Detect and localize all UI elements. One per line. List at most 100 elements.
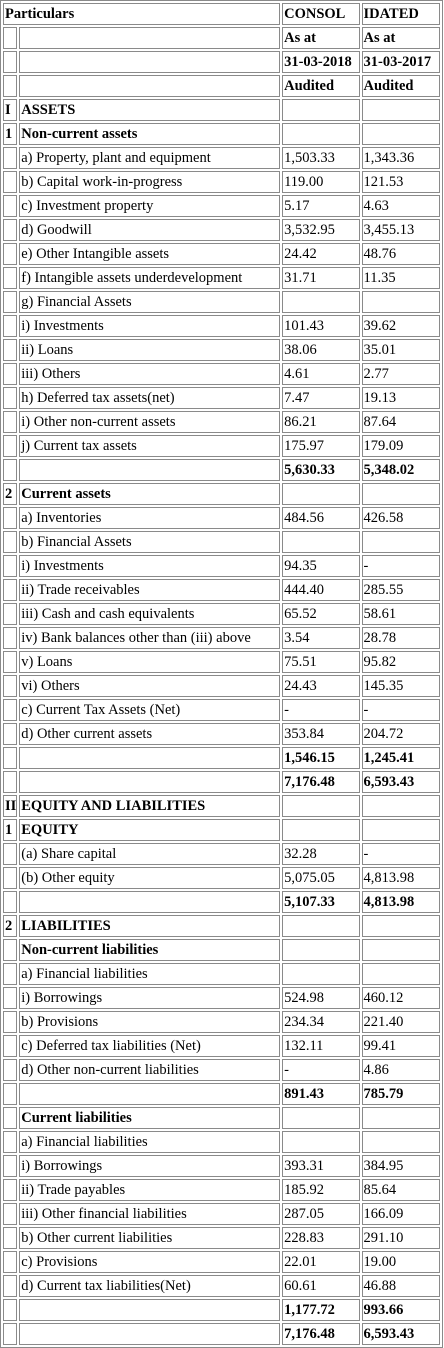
value-2018: 7.47 xyxy=(282,387,360,409)
row-index: 1 xyxy=(3,819,18,841)
value-2018: 4.61 xyxy=(282,363,360,385)
row-label: vi) Others xyxy=(19,675,281,697)
row-index xyxy=(3,747,18,769)
row-index xyxy=(3,339,18,361)
table-row: 1 Non-current assets xyxy=(3,123,440,145)
table-row: c) Deferred tax liabilities (Net) 132.11 9… xyxy=(3,1035,440,1057)
value-2018: - xyxy=(282,699,360,721)
row-index xyxy=(3,1323,18,1345)
audited-label-2018: Audited xyxy=(282,75,360,97)
value-2018: 31.71 xyxy=(282,267,360,289)
value-2018: 101.43 xyxy=(282,315,360,337)
row-index xyxy=(3,603,18,625)
row-index xyxy=(3,867,18,889)
row-index xyxy=(3,315,18,337)
value-2017 xyxy=(361,531,440,553)
row-label: iii) Cash and cash equivalents xyxy=(19,603,281,625)
value-2017: 166.09 xyxy=(361,1203,440,1225)
table-row: 5,630.33 5,348.02 xyxy=(3,459,440,481)
row-label: a) Property, plant and equipment xyxy=(19,147,281,169)
value-2017 xyxy=(361,915,440,937)
table-row: d) Other current assets 353.84 204.72 xyxy=(3,723,440,745)
value-2018: 60.61 xyxy=(282,1275,360,1297)
table-row: ii) Trade receivables 444.40 285.55 xyxy=(3,579,440,601)
row-index xyxy=(3,171,18,193)
table-row: (a) Share capital 32.28- xyxy=(3,843,440,865)
row-index: I xyxy=(3,99,18,121)
value-2017 xyxy=(361,99,440,121)
value-2018: 1,546.15 xyxy=(282,747,360,769)
row-label xyxy=(19,459,281,481)
table-row: g) Financial Assets xyxy=(3,291,440,313)
value-2018 xyxy=(282,1131,360,1153)
table-row: f) Intangible assets underdevelopment 31.… xyxy=(3,267,440,289)
row-index xyxy=(3,1275,18,1297)
value-2018: 891.43 xyxy=(282,1083,360,1105)
row-index xyxy=(3,1179,18,1201)
table-row: h) Deferred tax assets(net) 7.47 19.13 xyxy=(3,387,440,409)
table-row: I ASSETS xyxy=(3,99,440,121)
table-row: a) Property, plant and equipment 1,503.33… xyxy=(3,147,440,169)
value-2018: 228.83 xyxy=(282,1227,360,1249)
row-label: ASSETS xyxy=(19,99,281,121)
table-row: 7,176.48 6,593.43 xyxy=(3,771,440,793)
header-row-title: Particulars CONSOL IDATED xyxy=(3,3,440,25)
row-label xyxy=(19,1323,281,1345)
row-label: (b) Other equity xyxy=(19,867,281,889)
row-label: ii) Trade payables xyxy=(19,1179,281,1201)
value-2017 xyxy=(361,963,440,985)
value-2018 xyxy=(282,963,360,985)
row-label: i) Other non-current assets xyxy=(19,411,281,433)
row-label: i) Investments xyxy=(19,315,281,337)
row-index xyxy=(3,1083,18,1105)
table-row: c) Current Tax Assets (Net) - - xyxy=(3,699,440,721)
value-2017: 99.41 xyxy=(361,1035,440,1057)
table-row: j) Current tax assets 175.97 179.09 xyxy=(3,435,440,457)
row-index xyxy=(3,387,18,409)
value-2017: 5,348.02 xyxy=(361,459,440,481)
value-2018: - xyxy=(282,1059,360,1081)
row-index xyxy=(3,675,18,697)
value-2018 xyxy=(282,915,360,937)
row-label xyxy=(19,891,281,913)
value-2018: 24.43 xyxy=(282,675,360,697)
row-index xyxy=(3,1011,18,1033)
value-2017: 6,593.43 xyxy=(361,1323,440,1345)
row-label: EQUITY xyxy=(19,819,281,841)
value-2017: 11.35 xyxy=(361,267,440,289)
value-2017: 145.35 xyxy=(361,675,440,697)
row-index xyxy=(3,987,18,1009)
table-row: Current liabilities xyxy=(3,1107,440,1129)
row-index: 1 xyxy=(3,123,18,145)
table-row: b) Provisions 234.34 221.40 xyxy=(3,1011,440,1033)
value-2018 xyxy=(282,123,360,145)
value-2018: 119.00 xyxy=(282,171,360,193)
row-label: d) Goodwill xyxy=(19,219,281,241)
row-label: b) Financial Assets xyxy=(19,531,281,553)
date-2018: 31-03-2018 xyxy=(282,51,360,73)
table-row: iii) Others 4.61 2.77 xyxy=(3,363,440,385)
value-2018 xyxy=(282,819,360,841)
row-index xyxy=(3,411,18,433)
table-row: Non-current liabilities xyxy=(3,939,440,961)
table-row: d) Other non-current liabilities -4.86 xyxy=(3,1059,440,1081)
value-2017: 6,593.43 xyxy=(361,771,440,793)
header-empty-cell xyxy=(3,51,18,73)
table-row: i) Investments 101.43 39.62 xyxy=(3,315,440,337)
row-label: Current assets xyxy=(19,483,281,505)
table-row: a) Financial liabilities xyxy=(3,963,440,985)
row-label: c) Investment property xyxy=(19,195,281,217)
header-empty-cell xyxy=(3,75,18,97)
row-label: a) Inventories xyxy=(19,507,281,529)
value-2018 xyxy=(282,939,360,961)
value-2017 xyxy=(361,819,440,841)
table-row: 7,176.48 6,593.43 xyxy=(3,1323,440,1345)
row-label: b) Provisions xyxy=(19,1011,281,1033)
value-2018 xyxy=(282,99,360,121)
value-2017 xyxy=(361,483,440,505)
row-index xyxy=(3,771,18,793)
row-index xyxy=(3,219,18,241)
value-2018 xyxy=(282,291,360,313)
value-2017: 48.76 xyxy=(361,243,440,265)
